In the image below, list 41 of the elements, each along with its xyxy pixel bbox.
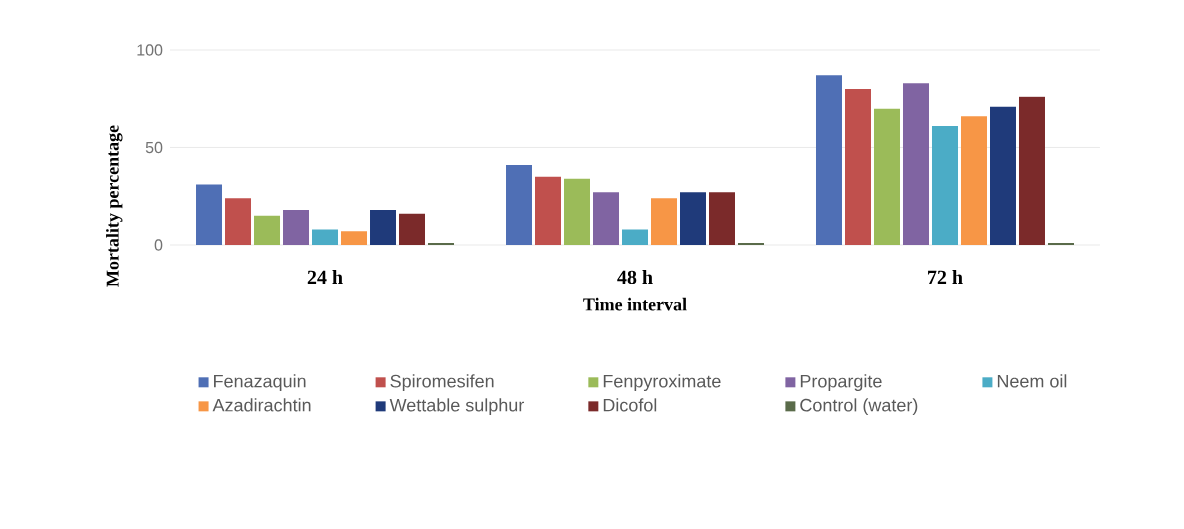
x-tick-label: 24 h bbox=[307, 270, 343, 284]
y-axis-title: Mortality percentage bbox=[106, 125, 123, 287]
legend-label: Dicofol bbox=[603, 398, 657, 412]
bar bbox=[709, 192, 735, 245]
x-axis-title: Time interval bbox=[583, 297, 687, 311]
legend-label: Neem oil bbox=[997, 374, 1067, 388]
bar bbox=[254, 215, 281, 245]
bar bbox=[651, 198, 677, 245]
bar bbox=[990, 106, 1016, 245]
y-tick-label: 0 bbox=[154, 239, 163, 251]
legend-label: Fenpyroximate bbox=[603, 374, 721, 392]
legend-label: Control (water) bbox=[800, 398, 918, 416]
legend-label: Wettable sulphur bbox=[389, 398, 525, 416]
y-tick-label: 100 bbox=[137, 44, 163, 56]
bar bbox=[283, 209, 310, 245]
bar bbox=[506, 165, 532, 245]
bar bbox=[370, 209, 397, 245]
bar bbox=[1019, 96, 1045, 245]
bar bbox=[399, 213, 425, 245]
bar bbox=[960, 116, 987, 245]
legend-label: Spiromesifen bbox=[390, 374, 494, 392]
x-tick-label: 72 h bbox=[928, 270, 963, 284]
x-tick-label: 48 h bbox=[617, 270, 653, 285]
legend-label: Propargite bbox=[800, 374, 882, 392]
bar bbox=[225, 198, 252, 245]
bar bbox=[196, 184, 223, 245]
bar bbox=[564, 178, 590, 245]
bar bbox=[903, 83, 929, 245]
bar bbox=[593, 192, 620, 245]
bar bbox=[680, 192, 706, 245]
legend-label: Azadirachtin bbox=[212, 398, 311, 412]
bar bbox=[622, 229, 648, 245]
y-tick-label: 50 bbox=[145, 141, 163, 154]
bar bbox=[932, 126, 958, 245]
bar bbox=[341, 231, 368, 245]
bar bbox=[535, 176, 561, 245]
legend-label: Fenazaquin bbox=[214, 374, 306, 392]
bar bbox=[845, 88, 871, 245]
bar bbox=[874, 108, 900, 245]
bar bbox=[312, 229, 339, 245]
bar bbox=[815, 75, 842, 245]
